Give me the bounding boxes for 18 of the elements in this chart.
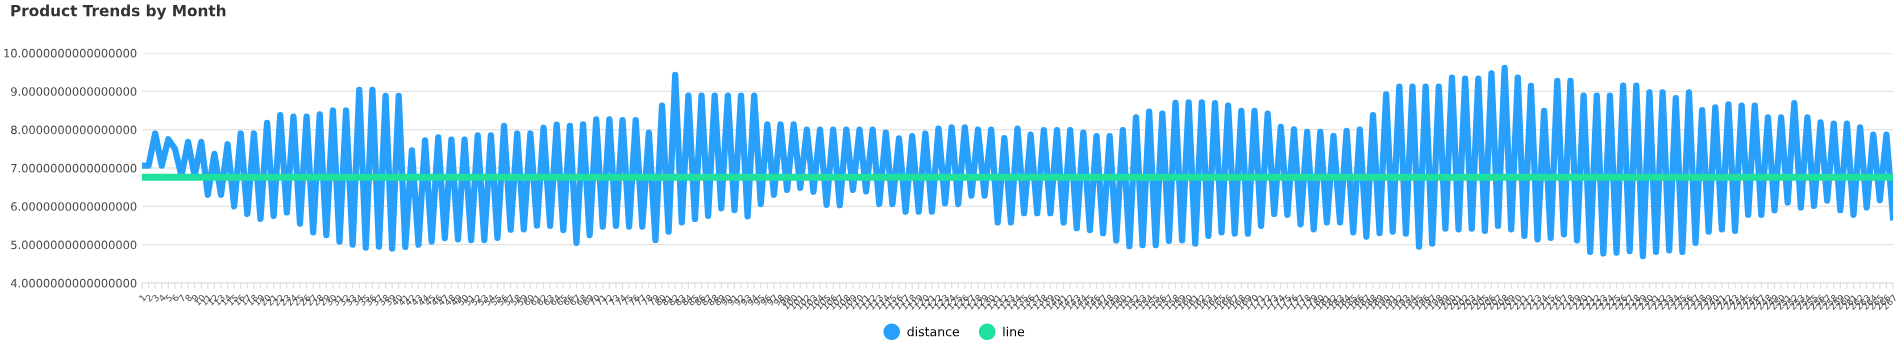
chart-title: Product Trends by Month [11, 4, 226, 20]
x-tick-label: 1 [138, 294, 147, 302]
x-tick-label: 3 [151, 294, 160, 302]
y-tick-label: 10.0000000000000000 [4, 48, 137, 58]
legend-label: distance [907, 326, 960, 337]
x-tick-label: 5 [164, 294, 173, 302]
x-tick-label: 6 [171, 293, 180, 302]
y-tick-label: 4.0000000000000000 [10, 278, 137, 288]
x-tick-label: 7 [178, 294, 186, 302]
x-tick-label: 8 [184, 293, 193, 302]
x-tick-label: 2 [145, 294, 153, 302]
y-tick-label: 7.0000000000000000 [11, 163, 137, 173]
x-tick-label: 4 [158, 293, 167, 303]
y-tick-label: 8.0000000000000000 [11, 125, 137, 135]
y-tick-label: 5.0000000000000000 [11, 240, 137, 250]
y-tick-label: 6.0000000000000000 [11, 202, 137, 211]
legend-label: line [1003, 326, 1025, 337]
y-tick-label: 9.0000000000000000 [11, 87, 137, 96]
